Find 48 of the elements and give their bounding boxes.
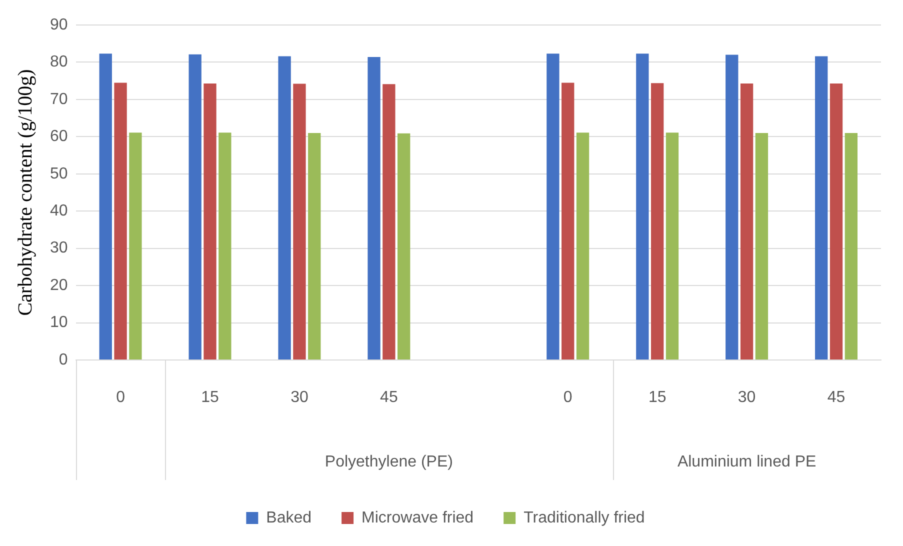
text: Aluminium lined PE (677, 453, 816, 470)
bar (218, 132, 232, 360)
bar (546, 54, 560, 360)
bar (368, 57, 380, 360)
bar (726, 54, 738, 360)
x-tick-label: 30 (738, 389, 756, 406)
bar (382, 84, 396, 360)
y-tick-label: 90 (50, 16, 68, 34)
bar (188, 54, 202, 360)
x-tick-label: 15 (201, 389, 219, 406)
y-tick-label: 30 (50, 240, 68, 257)
bar (308, 132, 321, 360)
bar (129, 132, 142, 360)
legend-label: Traditionally fried (524, 509, 645, 526)
bar (755, 132, 768, 360)
bar (204, 83, 216, 360)
bar (830, 83, 843, 360)
y-tick-label: 80 (50, 54, 68, 71)
bar (636, 54, 649, 360)
y-tick-label: 10 (50, 314, 68, 332)
y-tick-label: 20 (50, 276, 68, 294)
bar (844, 132, 858, 360)
text: Polyethylene (PE) (324, 453, 453, 470)
y-tick-label: 70 (50, 90, 68, 108)
bar (114, 82, 127, 360)
y-tick-label: 0 (58, 351, 68, 368)
legend-label: Baked (266, 509, 312, 526)
bar (666, 132, 679, 360)
y-tick-label: 60 (50, 128, 68, 146)
bar (278, 56, 291, 360)
bar (650, 83, 664, 360)
bar (398, 133, 410, 360)
y-tick-label: 40 (50, 202, 68, 220)
x-tick-label: 0 (563, 389, 572, 406)
bar (576, 132, 590, 360)
x-tick-label: 30 (290, 389, 308, 406)
x-tick-label: 15 (648, 389, 666, 406)
legend-label: Microwave fried (362, 509, 474, 526)
x-tick-label: 45 (827, 389, 846, 406)
y-axis-title: Carbohydrate content (g/100g) (14, 69, 36, 316)
y-tick-label: 50 (50, 165, 68, 182)
bar (99, 54, 112, 360)
bar (293, 84, 306, 360)
bar (740, 83, 754, 360)
bar (562, 82, 574, 360)
bar (815, 56, 828, 360)
x-tick-label: 45 (380, 389, 398, 406)
x-tick-label: 0 (116, 389, 126, 406)
